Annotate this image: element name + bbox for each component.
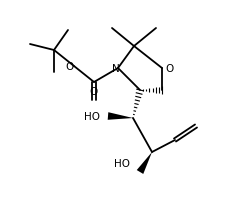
Text: HO: HO bbox=[114, 159, 130, 169]
Text: HO: HO bbox=[84, 112, 100, 122]
Text: N: N bbox=[112, 64, 120, 74]
Text: O: O bbox=[66, 62, 74, 72]
Text: O: O bbox=[166, 64, 174, 74]
Polygon shape bbox=[137, 152, 152, 174]
Text: O: O bbox=[90, 87, 98, 97]
Polygon shape bbox=[108, 112, 133, 120]
